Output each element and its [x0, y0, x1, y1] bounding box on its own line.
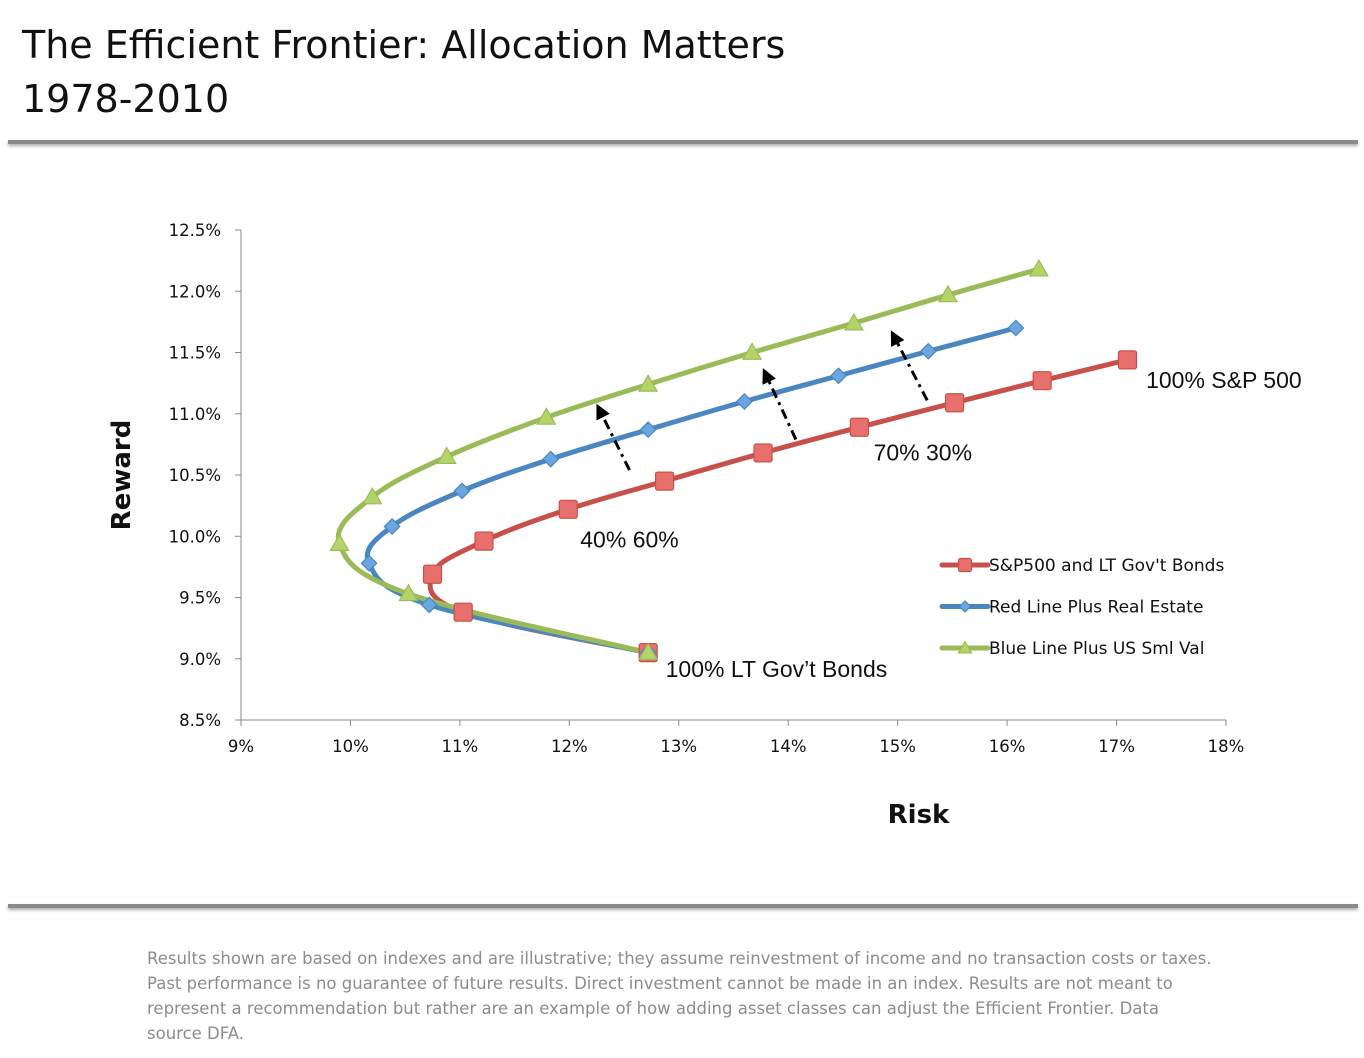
- legend-label-real-estate: Red Line Plus Real Estate: [989, 598, 1203, 618]
- y-tick-label: 12.0%: [169, 282, 221, 301]
- data-point-small-value: [536, 407, 557, 425]
- chart-labels: 100% S&P 500 70% 30% 40% 60% 100% LT Gov’t …: [580, 367, 1301, 682]
- y-tick-label: 10.5%: [169, 466, 221, 485]
- data-point-sp500-bonds: [944, 393, 965, 413]
- axes: 8.5% 9.0% 9.5% 10.0% 10.5% 11.0% 11.5% 12.0% 12.…: [107, 221, 1244, 830]
- point-annotation: 40% 60%: [580, 526, 678, 552]
- data-point-real-estate: [360, 554, 378, 572]
- disclaimer-line-2: Past performance is no guarantee of futu…: [147, 974, 1173, 993]
- data-point-real-estate: [542, 450, 560, 468]
- y-tick-label: 11.0%: [169, 405, 221, 424]
- x-tick-label: 13%: [660, 737, 697, 756]
- data-point-sp500-bonds: [453, 602, 473, 622]
- data-point-sp500-bonds: [1032, 371, 1052, 391]
- y-tick-label: 11.5%: [169, 344, 221, 363]
- shift-arrow: [762, 368, 798, 441]
- data-point-sp500-bonds: [849, 417, 869, 437]
- data-point-sp500-bonds: [654, 471, 675, 491]
- data-point-sp500-bonds: [558, 499, 578, 519]
- data-point-small-value: [362, 486, 383, 505]
- y-tick-label: 9.5%: [179, 589, 221, 608]
- data-point-real-estate: [383, 517, 401, 535]
- x-tick-label: 17%: [1098, 737, 1135, 756]
- x-tick-label: 9%: [228, 737, 254, 756]
- x-axis-title: Risk: [888, 800, 950, 830]
- legend-marker-sp500-bonds: [957, 557, 973, 573]
- series-markers: [329, 258, 1138, 663]
- data-point-small-value: [638, 642, 659, 660]
- x-tick-label: 14%: [770, 737, 807, 756]
- data-point-sp500-bonds: [753, 443, 773, 463]
- y-tick-label: 8.5%: [179, 711, 221, 730]
- point-annotation: 70% 30%: [874, 439, 972, 465]
- y-tick-label: 12.5%: [169, 221, 221, 240]
- disclaimer-line-3: represent a recommendation but rather ar…: [147, 999, 1159, 1018]
- data-point-small-value: [1028, 258, 1049, 277]
- top-divider: [8, 140, 1358, 144]
- x-tick-label: 18%: [1208, 737, 1245, 756]
- data-point-sp500-bonds: [1117, 350, 1138, 370]
- shift-arrow: [890, 330, 929, 401]
- data-point-sp500-bonds: [422, 564, 443, 584]
- x-tick-label: 12%: [551, 737, 588, 756]
- data-point-small-value: [937, 284, 959, 303]
- bottom-divider: [8, 904, 1358, 908]
- x-tick-label: 11%: [442, 737, 479, 756]
- x-tick-label: 16%: [989, 737, 1026, 756]
- data-point-real-estate: [639, 421, 657, 439]
- title-line-2: 1978-2010: [22, 77, 230, 121]
- legend-marker-real-estate: [958, 600, 972, 613]
- data-point-real-estate: [453, 482, 471, 500]
- x-tick-label: 10%: [332, 737, 369, 756]
- title-line-1: The Efficient Frontier: Allocation Matte…: [22, 23, 786, 67]
- data-point-real-estate: [919, 342, 937, 360]
- data-point-real-estate: [735, 393, 753, 410]
- disclaimer-text: Results shown are based on indexes and a…: [147, 946, 1247, 1046]
- legend-label-small-value: Blue Line Plus US Sml Val: [989, 639, 1204, 659]
- data-point-sp500-bonds: [474, 531, 494, 551]
- chart-title: The Efficient Frontier: Allocation Matte…: [22, 18, 785, 126]
- disclaimer-line-1: Results shown are based on indexes and a…: [147, 949, 1212, 968]
- data-point-real-estate: [420, 596, 438, 614]
- data-point-real-estate: [830, 367, 848, 385]
- y-axis-title: Reward: [107, 420, 137, 531]
- data-point-small-value: [398, 583, 419, 602]
- data-point-real-estate: [1007, 319, 1025, 337]
- y-tick-label: 9.0%: [179, 650, 221, 669]
- legend-label-sp500-bonds: S&P500 and LT Gov't Bonds: [989, 556, 1224, 576]
- data-point-small-value: [742, 342, 763, 360]
- x-tick-label: 15%: [879, 737, 916, 756]
- y-tick-label: 10.0%: [169, 527, 221, 546]
- legend: S&P500 and LT Gov't Bonds Red Line Plus R…: [939, 556, 1224, 659]
- data-point-small-value: [436, 446, 457, 464]
- point-annotation: 100% S&P 500: [1146, 367, 1302, 393]
- data-point-small-value: [843, 312, 864, 331]
- annotation-arrows: [596, 330, 929, 471]
- data-point-small-value: [329, 533, 350, 551]
- efficient-frontier-chart: 8.5% 9.0% 9.5% 10.0% 10.5% 11.0% 11.5% 12.0% 12.…: [107, 221, 1302, 830]
- legend-marker-small-value: [957, 640, 973, 654]
- disclaimer-line-4: source DFA.: [147, 1024, 244, 1043]
- point-annotation: 100% LT Gov’t Bonds: [666, 656, 888, 682]
- data-point-small-value: [638, 374, 659, 392]
